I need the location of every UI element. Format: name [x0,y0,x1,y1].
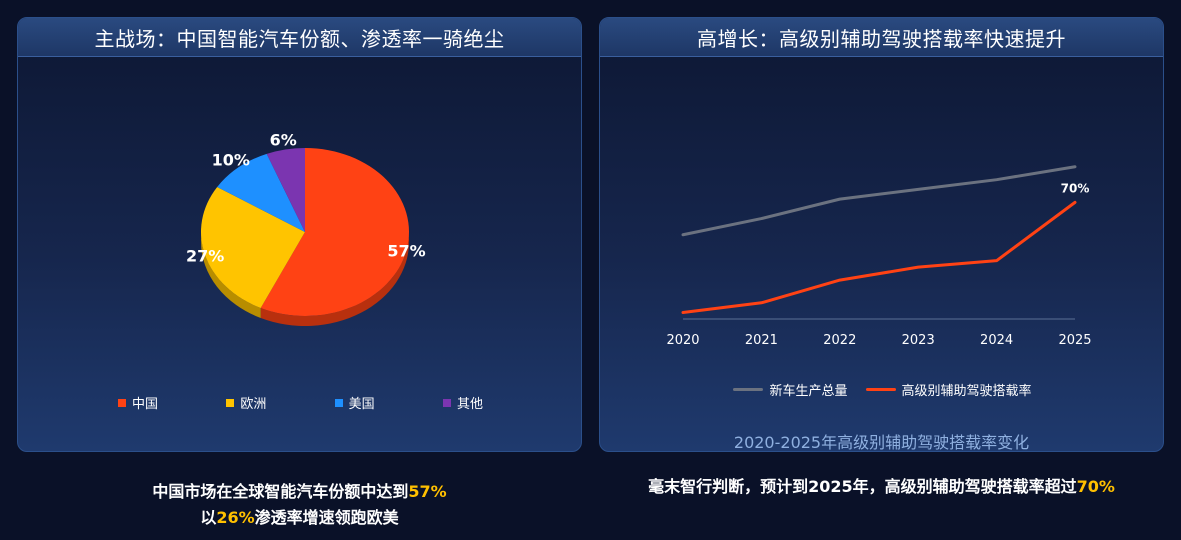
legend-swatch [442,398,451,407]
legend-label: 欧洲 [240,397,267,412]
legend-label: 高级别辅助驾驶搭载率 [901,384,1032,399]
left-footer-highlight-rate: 26% [216,508,255,527]
line-legend-item-0[interactable]: 新车生产总量 [733,380,848,399]
pie-legend-item-3[interactable]: 其他 [442,393,483,412]
pie-side-0 [260,232,409,326]
left-footer-line2: 以26%渗透率增速领跑欧美 [200,508,399,527]
pie-side-1 [201,232,261,319]
x-tick-label-2021: 2021 [745,333,778,348]
pie-slice-其他 [266,148,305,232]
right-footer-highlight: 70% [1076,477,1115,496]
legend-label: 美国 [348,397,375,412]
right-footer: 毫末智行判断，预计到2025年，高级别辅助驾驶搭载率超过70% [648,477,1115,496]
pie-slice-中国 [260,148,409,316]
legend-label: 中国 [132,397,159,412]
legend-label: 新车生产总量 [769,384,848,399]
legend-swatch [865,388,896,391]
left-footer: 中国市场在全球智能汽车份额中达到57% 以26%渗透率增速领跑欧美 [17,479,582,531]
pie-legend-item-0[interactable]: 中国 [118,393,158,412]
x-tick-label-2022: 2022 [823,333,856,348]
pie-data-label-2: 10% [212,151,250,170]
pie-data-label-3: 6% [270,131,297,150]
line-legend-item-1[interactable]: 高级别辅助驾驶搭载率 [865,380,1032,399]
pie-data-label-0: 57% [387,241,425,260]
left-footer-line1: 中国市场在全球智能汽车份额中达到57% [152,482,447,501]
legend-swatch [334,398,343,407]
pie-legend-item-2[interactable]: 美国 [334,393,375,412]
legend-swatch [226,398,235,407]
line-chart: 2020 2021 2022 2023 2024 2025 70% [666,165,1092,348]
x-tick-label-2025: 2025 [1058,333,1091,348]
legend-label: 其他 [456,397,483,412]
pie-chart: 57% 27% 10% 6% [186,131,426,326]
pie-slice-欧洲 [201,186,305,309]
pie-legend-item-1[interactable]: 欧洲 [226,393,266,412]
series-line-0 [681,165,1077,237]
line-chart-caption: 2020-2025年高级别辅助驾驶搭载率变化 [733,433,1030,452]
pie-chart-panel: 主战场：中国智能汽车份额、渗透率一骑绝尘 57% 27% 10% 6% 中国 欧洲 美国 其… [17,17,582,452]
line-chart-panel: 高增长：高级别辅助驾驶搭载率快速提升 2020 2021 2022 2023 2024 2… [599,17,1164,452]
pie-data-label-1: 27% [186,246,224,265]
line-data-label-5: 70% [1061,181,1090,195]
pie-slice-美国 [217,153,305,232]
legend-swatch [118,398,126,407]
pie-chart-title: 主战场：中国智能汽车份额、渗透率一骑绝尘 [18,18,581,57]
x-tick-label-2023: 2023 [902,333,935,348]
legend-swatch [733,388,764,391]
pie-legend: 中国 欧洲 美国 其他 [118,393,483,412]
line-legend: 新车生产总量 高级别辅助驾驶搭载率 [600,380,1163,399]
left-footer-highlight-share: 57% [408,482,447,501]
series-line-1 [681,200,1077,315]
x-tick-label-2020: 2020 [666,333,699,348]
x-tick-label-2024: 2024 [980,333,1013,348]
line-chart-title: 高增长：高级别辅助驾驶搭载率快速提升 [600,18,1163,57]
